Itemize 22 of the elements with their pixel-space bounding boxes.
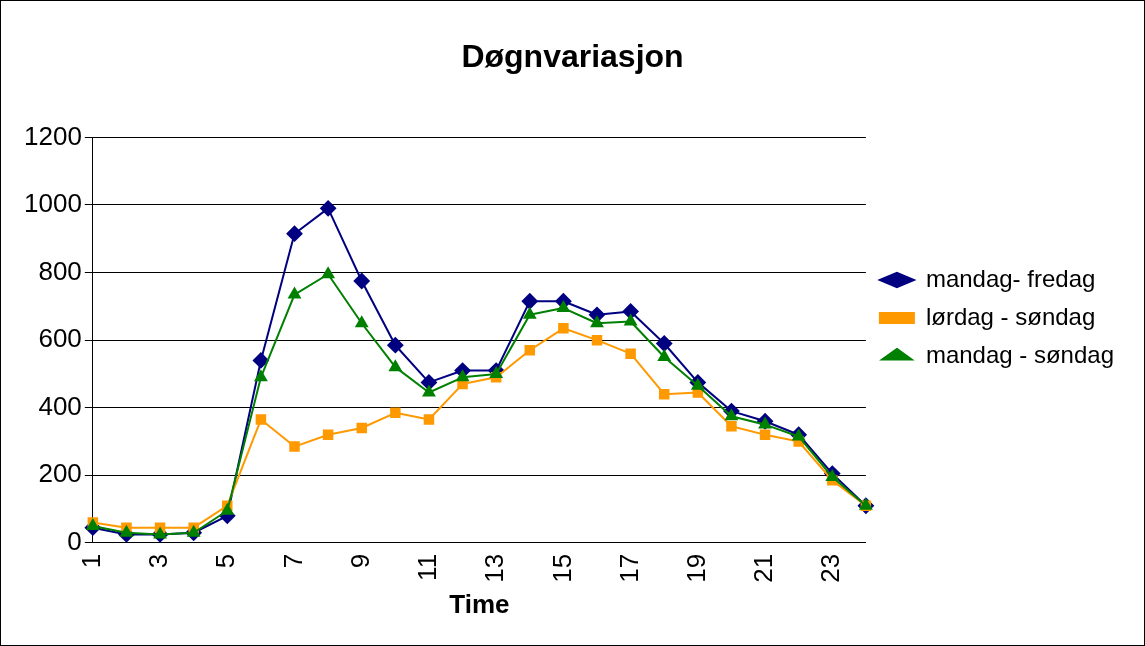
legend-label: lørdag - søndag — [925, 302, 1096, 330]
y-tick-label: 800 — [38, 255, 82, 286]
x-tick-label: 5 — [210, 553, 241, 569]
x-tick-label: 9 — [344, 553, 375, 569]
y-tick-label: 1000 — [24, 188, 82, 219]
y-tick-label: 200 — [38, 458, 82, 489]
x-tick-label: 23 — [815, 553, 846, 583]
x-tick-label: 3 — [143, 553, 174, 569]
legend-label: mandag - søndag — [925, 340, 1114, 368]
x-tick-label: 11 — [412, 553, 443, 581]
x-tick-label: 21 — [748, 553, 779, 583]
x-tick-label: 7 — [277, 553, 308, 569]
y-tick-label: 1200 — [24, 120, 82, 151]
y-tick-label: 600 — [38, 323, 82, 354]
chart-title: Døgnvariasjon — [461, 38, 684, 75]
x-tick-label: 19 — [681, 553, 712, 583]
y-tick-label: 400 — [38, 390, 82, 421]
x-tick-label: 15 — [546, 553, 577, 583]
legend-label: mandag- fredag — [925, 264, 1096, 292]
x-tick-label: 17 — [613, 553, 644, 583]
x-tick-label: 13 — [479, 553, 510, 583]
x-axis-title: Time — [449, 588, 510, 619]
